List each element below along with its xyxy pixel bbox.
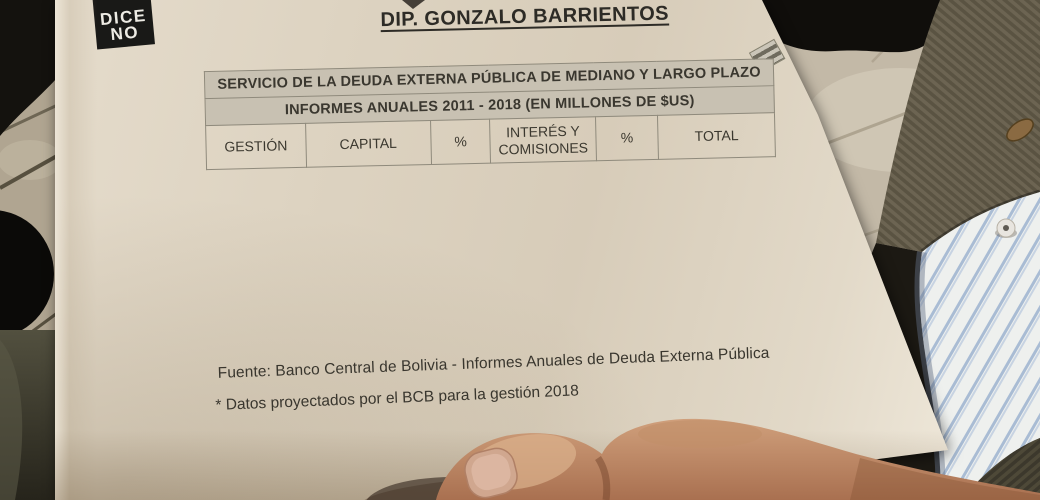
col-header-gestion: GESTIÓN [205, 123, 307, 170]
projection-note: * Datos proyectados por el BCB para la g… [215, 382, 580, 414]
cobblestone-joint [0, 100, 65, 134]
fabric-fold [0, 340, 23, 500]
shirt-button-hole [1003, 225, 1009, 231]
source-note: Fuente: Banco Central de Bolivia - Infor… [217, 344, 770, 382]
dice-no-logo-line2: NO [109, 22, 140, 45]
col-header-total: TOTAL [657, 112, 776, 160]
shoe-silhouette [0, 210, 54, 338]
cobblestone-joint [0, 150, 65, 190]
col-header-capital-pct: % [430, 119, 491, 165]
debt-service-table: SERVICIO DE LA DEUDA EXTERNA PÚBLICA DE … [204, 58, 776, 170]
col-header-capital: CAPITAL [305, 120, 432, 168]
jacket-toggle-button [1006, 118, 1034, 142]
col-header-interes-pct: % [595, 115, 659, 161]
paper-bottom-shading [55, 430, 948, 500]
dice-no-logo: DICE NO [92, 0, 155, 50]
cobblestone-highlight [0, 140, 62, 180]
person-head-silhouette [740, 0, 952, 53]
paper-edge-shading [55, 0, 97, 500]
shadow-top-left [0, 0, 64, 136]
tweed-jacket-shoulder [876, 0, 1040, 252]
col-header-interes: INTERÉS Y COMISIONES [489, 116, 597, 164]
document-title: DIP. GONZALO BARRIENTOS [380, 2, 670, 32]
